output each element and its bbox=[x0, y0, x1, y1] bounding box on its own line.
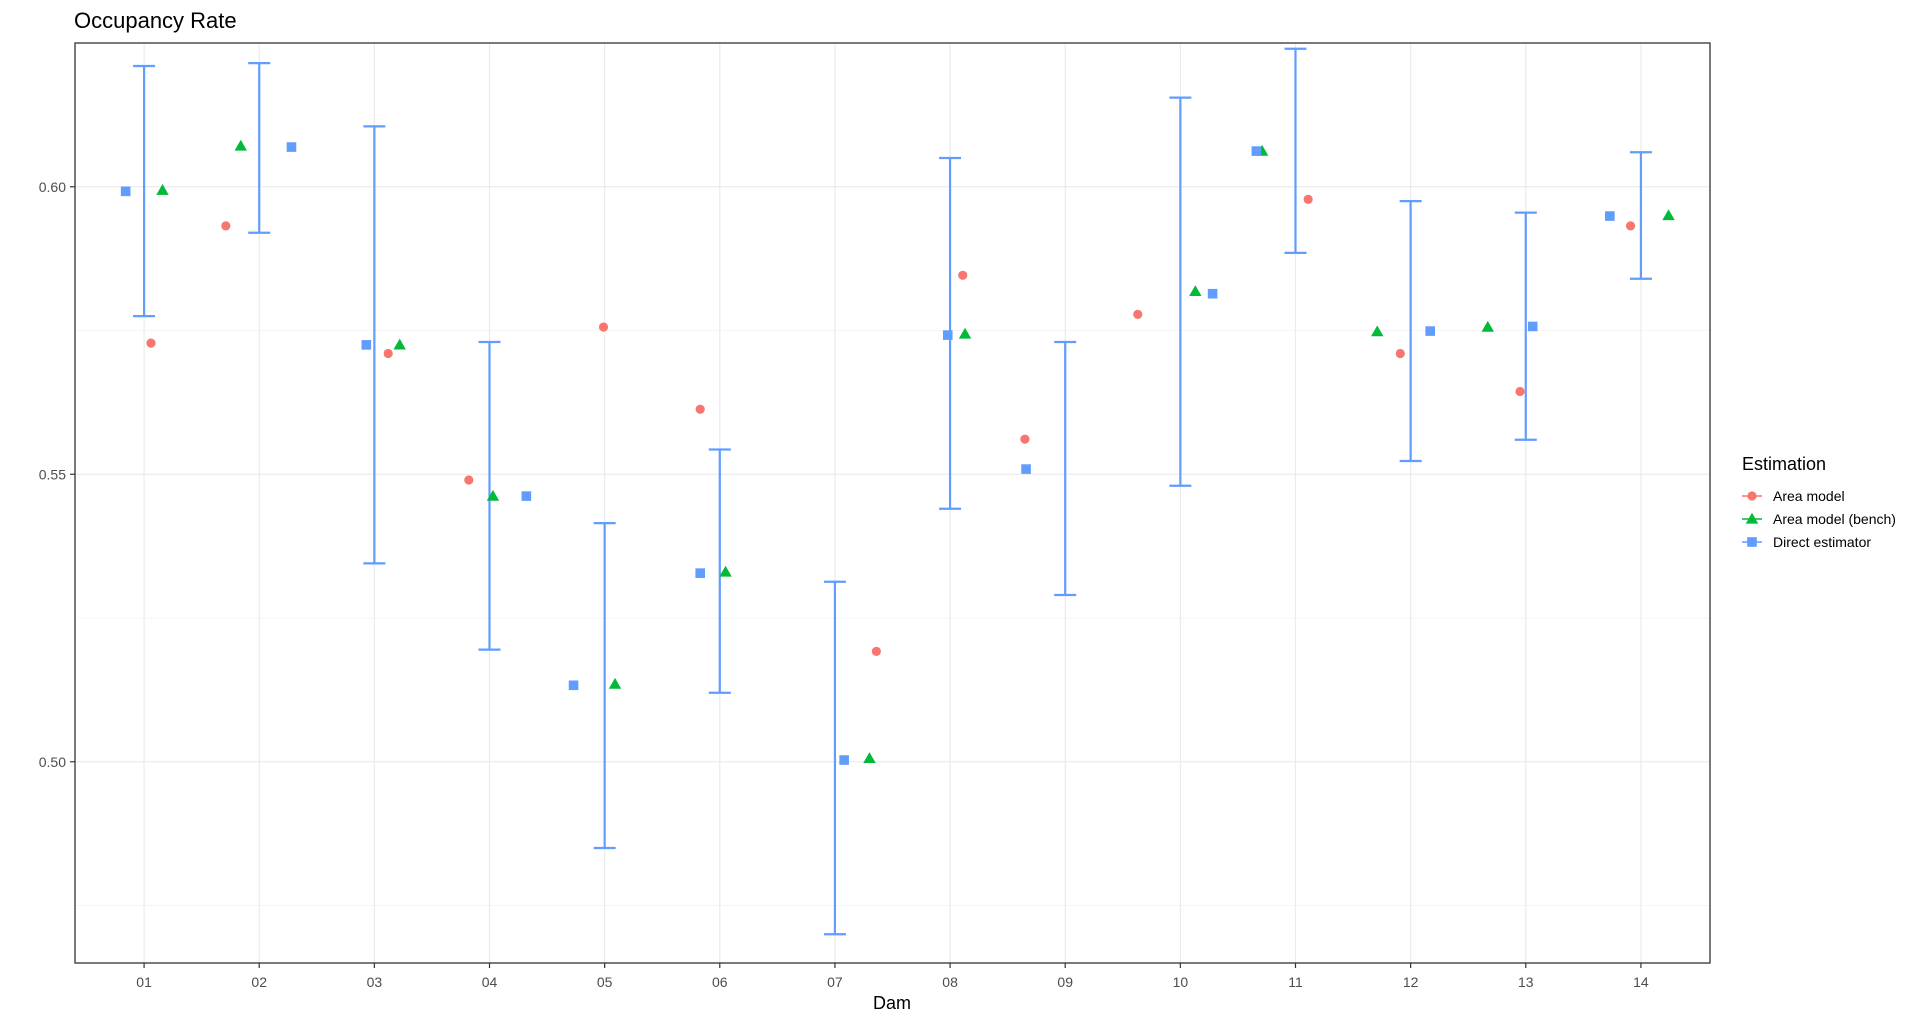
square-point bbox=[1021, 464, 1031, 474]
square-point bbox=[286, 142, 297, 152]
error-bar bbox=[593, 522, 616, 850]
y-tick-label: 0.55 bbox=[39, 466, 66, 482]
panel-background bbox=[75, 43, 1710, 963]
y-tick-label: 0.50 bbox=[39, 754, 66, 770]
legend-key-circle bbox=[1747, 491, 1757, 501]
legend-key-triangle bbox=[1745, 512, 1759, 524]
x-tick-label: 02 bbox=[251, 974, 267, 990]
legend-label: Area model (bench) bbox=[1773, 511, 1896, 527]
y-tick-label: 0.60 bbox=[39, 179, 66, 195]
legend-key-square bbox=[1747, 537, 1757, 547]
x-tick-label: 12 bbox=[1403, 974, 1419, 990]
legend-label: Area model bbox=[1773, 488, 1845, 504]
triangle-point bbox=[1662, 209, 1675, 221]
square-point bbox=[1605, 211, 1615, 221]
error-bar bbox=[1054, 340, 1077, 597]
square-point bbox=[839, 755, 849, 765]
circle-point bbox=[1303, 194, 1313, 204]
triangle-point bbox=[958, 327, 972, 339]
x-tick-label: 14 bbox=[1633, 974, 1649, 990]
error-bar bbox=[1514, 211, 1537, 441]
error-bar bbox=[248, 62, 271, 234]
x-tick-label: 09 bbox=[1057, 974, 1073, 990]
circle-point bbox=[598, 322, 609, 332]
circle-point bbox=[695, 404, 705, 414]
square-point bbox=[568, 680, 579, 691]
circle-point bbox=[1133, 309, 1143, 319]
error-bar bbox=[1629, 151, 1652, 280]
x-tick-label: 01 bbox=[136, 974, 152, 990]
square-point bbox=[1207, 288, 1218, 299]
x-tick-label: 08 bbox=[942, 974, 958, 990]
square-point bbox=[1425, 326, 1436, 336]
error-bar bbox=[478, 340, 501, 651]
circle-point bbox=[383, 348, 393, 359]
error-bar bbox=[363, 125, 386, 565]
square-point bbox=[1527, 321, 1538, 332]
x-tick-label: 04 bbox=[482, 974, 498, 990]
plot-area: 0.50 0.55 0.60 01 02 03 04 05 06 07 08 09 10 11 12 13 14 bbox=[39, 42, 1711, 990]
error-bar bbox=[133, 64, 156, 318]
square-point bbox=[695, 568, 706, 578]
triangle-point bbox=[608, 677, 622, 689]
legend-item: Area model (bench) bbox=[1742, 511, 1896, 527]
triangle-point bbox=[234, 139, 248, 151]
triangle-point bbox=[1371, 325, 1384, 337]
x-tick-label: 07 bbox=[827, 974, 843, 990]
chart-title: Occupancy Rate bbox=[74, 8, 237, 33]
square-point bbox=[1251, 146, 1262, 156]
error-bar bbox=[823, 580, 846, 936]
legend-item: Direct estimator bbox=[1742, 534, 1871, 550]
x-tick-label: 05 bbox=[597, 974, 613, 990]
x-tick-label: 11 bbox=[1288, 974, 1303, 990]
triangle-point bbox=[156, 184, 169, 195]
error-bar bbox=[1169, 96, 1192, 487]
legend: Estimation Area model Area model (bench) D… bbox=[1742, 454, 1896, 550]
circle-point bbox=[464, 475, 474, 485]
x-tick-label: 06 bbox=[712, 974, 728, 990]
legend-title: Estimation bbox=[1742, 454, 1826, 474]
legend-item: Area model bbox=[1742, 488, 1845, 504]
circle-point bbox=[871, 646, 881, 656]
x-axis-title: Dam bbox=[873, 993, 911, 1013]
error-bar bbox=[1399, 200, 1422, 463]
triangle-point bbox=[1481, 320, 1494, 332]
triangle-point bbox=[486, 489, 500, 501]
circle-point bbox=[1020, 434, 1030, 444]
circle-point bbox=[1625, 221, 1636, 231]
square-point bbox=[120, 186, 131, 197]
legend-label: Direct estimator bbox=[1773, 534, 1871, 550]
x-tick-label: 03 bbox=[367, 974, 383, 990]
circle-point bbox=[221, 221, 231, 231]
square-point bbox=[361, 340, 372, 350]
circle-point bbox=[1395, 348, 1405, 359]
panel-border bbox=[74, 42, 1711, 964]
x-tick-label: 10 bbox=[1173, 974, 1189, 990]
error-bar bbox=[708, 448, 731, 694]
square-point bbox=[521, 491, 532, 501]
x-tick-label: 13 bbox=[1518, 974, 1534, 990]
circle-point bbox=[146, 338, 156, 348]
circle-point bbox=[1515, 386, 1525, 397]
triangle-point bbox=[1189, 285, 1202, 297]
square-point bbox=[942, 330, 953, 340]
error-bar bbox=[1284, 47, 1307, 254]
triangle-point bbox=[719, 565, 732, 577]
triangle-point bbox=[393, 338, 406, 350]
circle-point bbox=[958, 270, 968, 280]
triangle-point bbox=[863, 752, 876, 763]
